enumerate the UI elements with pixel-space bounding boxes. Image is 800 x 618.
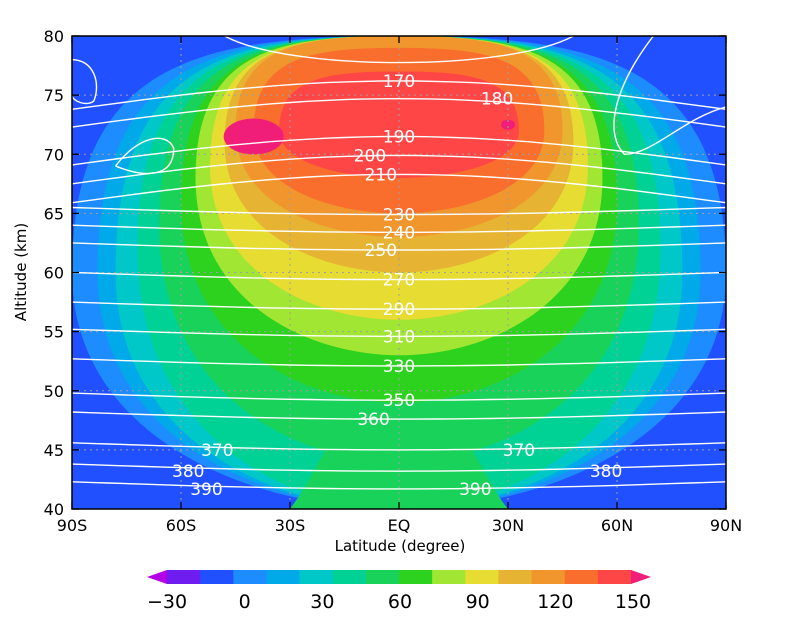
x-tick-label: 90N — [710, 516, 742, 535]
contour-label: 380 — [172, 462, 204, 482]
x-tick-label: 30S — [275, 516, 306, 535]
colorbar-swatch — [564, 570, 599, 584]
contour-170 — [72, 80, 726, 110]
y-axis-title: Altitude (km) — [12, 223, 30, 321]
y-tick-label: 80 — [44, 27, 64, 46]
colorbar-swatch — [167, 570, 201, 584]
contour-label: 200 — [354, 146, 386, 166]
contour-380 — [72, 463, 726, 472]
contour-label: 270 — [383, 271, 415, 291]
contour-190 — [72, 135, 726, 166]
y-axis: 40 45 50 55 60 65 70 75 80 — [44, 27, 726, 519]
y-tick-label: 50 — [44, 382, 64, 401]
contour-label: 350 — [383, 391, 415, 411]
y-tick-label: 70 — [44, 145, 64, 164]
y-tick-label: 65 — [44, 204, 64, 223]
contour-label: 180 — [481, 90, 513, 110]
colorbar-label: 30 — [310, 591, 334, 613]
contour-240 — [72, 224, 726, 233]
contour-label: 190 — [383, 128, 415, 148]
grid-lines — [72, 36, 726, 509]
colorbar-arrow-high — [631, 570, 651, 584]
colorbar-swatch — [399, 570, 433, 584]
temperature-contours — [72, 36, 726, 490]
y-tick-label: 75 — [44, 86, 64, 105]
field-equatorial-tongue — [290, 402, 508, 509]
y-tick-label: 40 — [44, 500, 64, 519]
colorbar: −30 0 30 60 90 120 150 — [147, 570, 651, 613]
contour-180 — [72, 97, 726, 128]
colorbar-swatch — [498, 570, 533, 584]
colorbar-swatch — [332, 570, 367, 584]
colorbar-swatch — [266, 570, 301, 584]
colorbar-label: 90 — [466, 591, 490, 613]
x-axis-title: Latitude (degree) — [335, 537, 466, 555]
colorbar-swatch — [597, 570, 632, 584]
contour-loop-sw — [72, 58, 98, 105]
contour-label: 330 — [383, 357, 415, 377]
contour-label: 380 — [590, 462, 622, 482]
contour-350 — [72, 392, 726, 401]
contour-label: 170 — [383, 72, 415, 92]
y-tick-label: 45 — [44, 441, 64, 460]
contour-290 — [72, 301, 726, 310]
contour-250 — [72, 242, 726, 251]
x-axis: 90S 60S 30S EQ 30N 60N 90N — [57, 36, 742, 535]
contour-390 — [72, 481, 726, 490]
colorbar-swatch — [233, 570, 267, 584]
contour-label: 310 — [383, 327, 415, 347]
colorbar-label: 150 — [615, 591, 651, 613]
contour-label: 390 — [459, 480, 491, 500]
x-tick-label: 90S — [57, 516, 88, 535]
colorbar-swatch — [465, 570, 499, 584]
contour-label: 370 — [201, 441, 233, 461]
contour-top — [224, 36, 574, 64]
colorbar-arrow-low — [147, 570, 167, 584]
colorbar-swatch — [200, 570, 234, 584]
colorbar-label: 60 — [388, 591, 412, 613]
contour-370 — [72, 442, 726, 451]
colorbar-swatch — [432, 570, 466, 584]
contour-label: 210 — [365, 165, 397, 185]
contour-200 — [72, 154, 726, 185]
colorbar-label: 0 — [239, 591, 251, 613]
x-tick-label: 30N — [492, 516, 524, 535]
field-maximum-south — [223, 118, 284, 155]
contour-label: 290 — [383, 300, 415, 320]
colorbar-swatch — [299, 570, 334, 584]
contour-270 — [72, 271, 726, 281]
colorbar-label: 120 — [537, 591, 573, 613]
contour-label: 240 — [383, 223, 415, 243]
contour-310 — [72, 328, 726, 338]
x-tick-label: 60S — [166, 516, 197, 535]
contour-label: 250 — [365, 241, 397, 261]
x-tick-label: EQ — [388, 516, 411, 535]
contour-label: 230 — [383, 206, 415, 226]
y-tick-label: 60 — [44, 264, 64, 283]
colorbar-swatch — [531, 570, 566, 584]
contour-loop-ne — [613, 36, 726, 155]
contour-330 — [72, 358, 726, 367]
contour-230 — [72, 206, 726, 216]
colorbar-label: −30 — [147, 591, 187, 613]
contour-210 — [72, 173, 726, 204]
x-tick-label: 60N — [601, 516, 633, 535]
contour-labels: 1701801902002102302402502702903103303503… — [172, 72, 622, 500]
contour-360 — [72, 411, 726, 420]
contour-loop-s — [115, 137, 175, 175]
y-tick-label: 55 — [44, 323, 64, 342]
contour-label: 390 — [190, 480, 222, 500]
contour-label: 360 — [357, 410, 389, 430]
temperature-field — [72, 36, 726, 509]
field-maximum-north — [501, 119, 515, 130]
field-band-11 — [279, 71, 519, 178]
contour-label: 370 — [503, 441, 535, 461]
colorbar-swatch — [365, 570, 400, 584]
